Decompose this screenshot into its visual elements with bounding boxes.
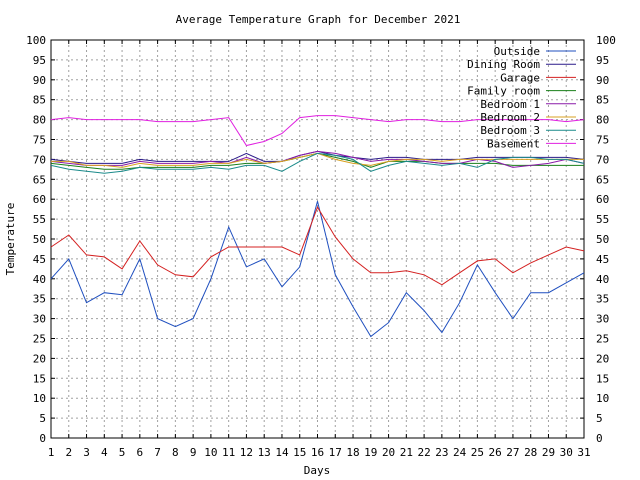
y-tick-label-right: 80 xyxy=(596,114,609,127)
y-axis-label: Temperature xyxy=(4,203,17,276)
x-tick-label: 6 xyxy=(137,446,144,459)
x-tick-label: 26 xyxy=(489,446,502,459)
y-tick-label-right: 75 xyxy=(596,134,609,147)
series-line-outside xyxy=(50,201,585,338)
x-tick-label: 11 xyxy=(222,446,235,459)
x-tick-label: 16 xyxy=(311,446,324,459)
y-tick-label-left: 10 xyxy=(33,392,46,405)
y-tick-label-left: 100 xyxy=(26,34,46,47)
legend-label: Bedroom 2 xyxy=(480,111,540,124)
x-tick-label: 10 xyxy=(204,446,217,459)
x-tick-label: 1 xyxy=(48,446,55,459)
y-tick-label-left: 70 xyxy=(33,153,46,166)
y-tick-label-right: 40 xyxy=(596,273,609,286)
x-tick-label: 29 xyxy=(542,446,555,459)
y-tick-label-right: 10 xyxy=(596,392,609,405)
y-tick-label-right: 30 xyxy=(596,313,609,326)
x-tick-label: 8 xyxy=(172,446,179,459)
series-line-basement xyxy=(50,115,585,147)
y-tick-label-left: 95 xyxy=(33,54,46,67)
y-tick-label-left: 35 xyxy=(33,293,46,306)
y-tick-label-left: 40 xyxy=(33,273,46,286)
y-tick-label-left: 5 xyxy=(39,412,46,425)
x-tick-label: 19 xyxy=(364,446,377,459)
x-tick-label: 23 xyxy=(435,446,448,459)
y-tick-label-left: 55 xyxy=(33,213,46,226)
x-tick-label: 18 xyxy=(346,446,359,459)
y-tick-label-left: 50 xyxy=(33,233,46,246)
x-tick-label: 30 xyxy=(560,446,573,459)
x-tick-label: 14 xyxy=(275,446,289,459)
x-tick-label: 3 xyxy=(83,446,90,459)
y-tick-label-left: 45 xyxy=(33,253,46,266)
x-tick-label: 12 xyxy=(240,446,253,459)
x-tick-label: 4 xyxy=(101,446,108,459)
y-tick-label-right: 45 xyxy=(596,253,609,266)
x-axis-label: Days xyxy=(304,464,331,477)
y-tick-label-right: 90 xyxy=(596,74,609,87)
legend-label: Outside xyxy=(494,45,540,58)
y-tick-label-left: 75 xyxy=(33,134,46,147)
legend-label: Basement xyxy=(487,137,540,150)
x-tick-label: 20 xyxy=(382,446,395,459)
y-tick-label-right: 85 xyxy=(596,94,609,107)
x-tick-label: 21 xyxy=(400,446,413,459)
x-tick-label: 17 xyxy=(329,446,342,459)
y-tick-label-left: 25 xyxy=(33,333,46,346)
y-tick-label-right: 20 xyxy=(596,352,609,365)
y-tick-label-left: 90 xyxy=(33,74,46,87)
legend-label: Garage xyxy=(500,71,540,84)
x-tick-label: 5 xyxy=(119,446,126,459)
legend-label: Bedroom 1 xyxy=(480,98,540,111)
legend-label: Dining Room xyxy=(467,58,540,71)
x-tick-label: 2 xyxy=(65,446,72,459)
x-tick-label: 28 xyxy=(524,446,537,459)
y-tick-label-right: 35 xyxy=(596,293,609,306)
y-tick-label-left: 80 xyxy=(33,114,46,127)
x-tick-label: 25 xyxy=(471,446,484,459)
chart-title: Average Temperature Graph for December 2… xyxy=(176,13,461,26)
series-layer xyxy=(50,115,585,338)
x-tick-label: 9 xyxy=(190,446,197,459)
grid-lines xyxy=(50,39,585,439)
x-tick-label: 15 xyxy=(293,446,306,459)
y-tick-label-left: 85 xyxy=(33,94,46,107)
y-tick-label-left: 15 xyxy=(33,372,46,385)
y-tick-label-left: 20 xyxy=(33,352,46,365)
legend-label: Bedroom 3 xyxy=(480,124,540,137)
series-line-bedroom-1 xyxy=(50,150,585,168)
y-tick-label-right: 5 xyxy=(596,412,603,425)
y-tick-label-right: 15 xyxy=(596,372,609,385)
x-tick-label: 31 xyxy=(577,446,590,459)
y-tick-label-right: 95 xyxy=(596,54,609,67)
y-tick-label-right: 60 xyxy=(596,193,609,206)
x-tick-label: 13 xyxy=(258,446,271,459)
y-tick-label-left: 60 xyxy=(33,193,46,206)
y-tick-label-left: 65 xyxy=(33,173,46,186)
x-tick-label: 24 xyxy=(453,446,467,459)
series-line-garage xyxy=(50,206,585,286)
y-tick-label-right: 50 xyxy=(596,233,609,246)
x-tick-label: 7 xyxy=(154,446,161,459)
y-tick-label-right: 55 xyxy=(596,213,609,226)
y-tick-label-left: 30 xyxy=(33,313,46,326)
legend-label: Family room xyxy=(467,85,540,98)
axes: 1 2 3 4 5 6 7 8 9 10 11 12 13 14 15 16 17 18 19 20 21 22 23 24 2… xyxy=(26,34,616,459)
y-tick-label-right: 65 xyxy=(596,173,609,186)
y-tick-label-right: 100 xyxy=(596,34,616,47)
series-line-bedroom-3 xyxy=(50,152,585,174)
x-tick-label: 22 xyxy=(417,446,430,459)
y-tick-label-right: 25 xyxy=(596,333,609,346)
x-tick-label: 27 xyxy=(506,446,519,459)
y-tick-label-right: 0 xyxy=(596,432,603,445)
y-tick-label-right: 70 xyxy=(596,153,609,166)
y-tick-label-left: 0 xyxy=(39,432,46,445)
